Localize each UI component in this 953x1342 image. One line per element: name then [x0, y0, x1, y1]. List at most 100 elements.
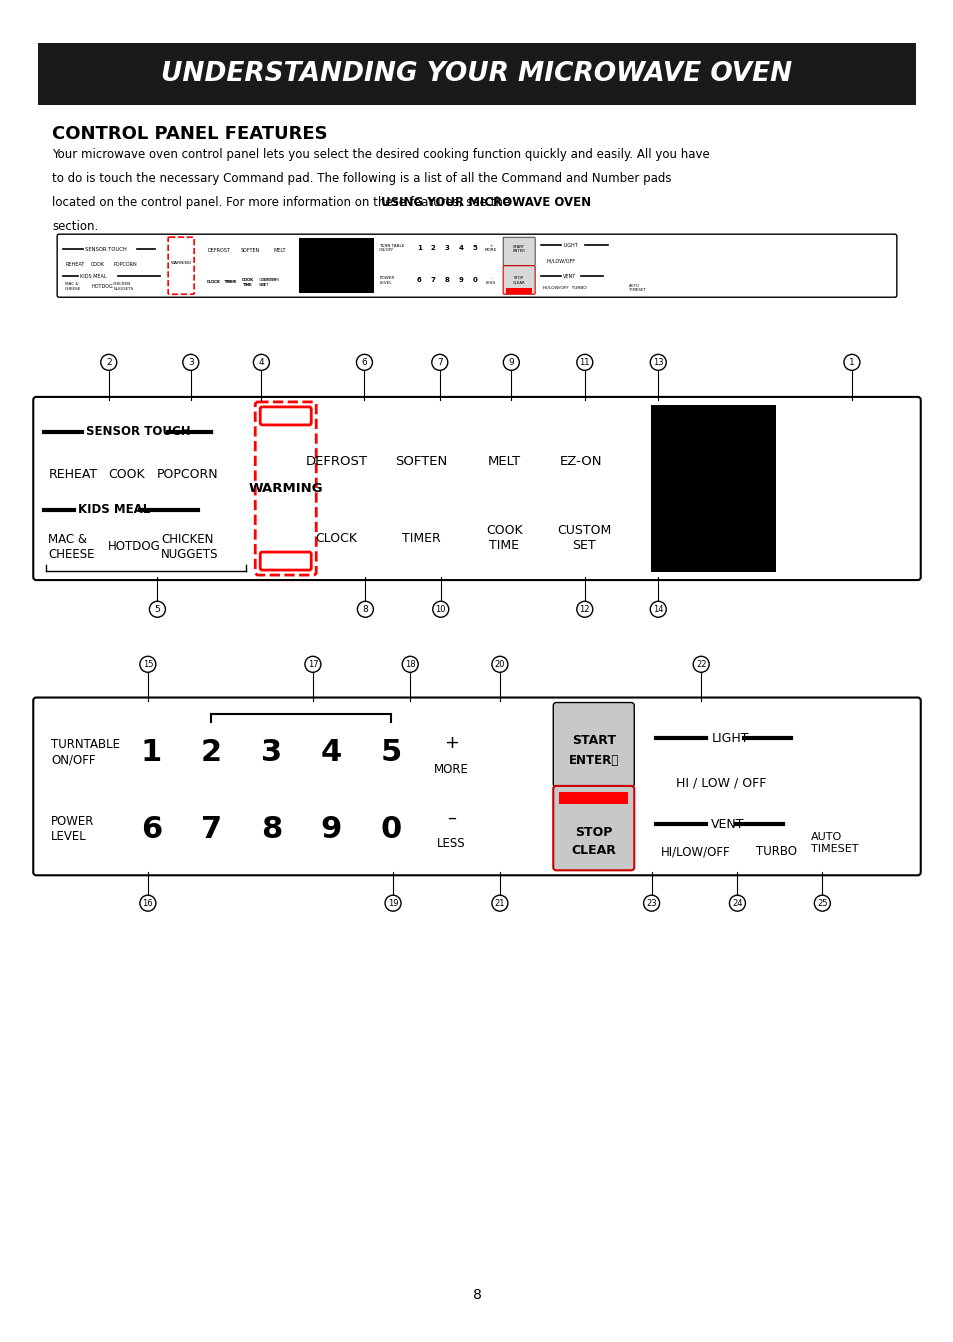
Text: –: –: [446, 808, 456, 827]
Text: 22: 22: [695, 660, 706, 668]
FancyBboxPatch shape: [553, 786, 634, 871]
Text: 9: 9: [320, 815, 341, 844]
Text: COOK: COOK: [91, 262, 105, 267]
Text: CONTROL PANEL FEATURES: CONTROL PANEL FEATURES: [52, 125, 328, 142]
Text: HOTDOG: HOTDOG: [91, 285, 112, 289]
Text: 18: 18: [404, 660, 416, 668]
Text: LIGHT: LIGHT: [562, 243, 578, 247]
Text: 8: 8: [472, 1288, 481, 1302]
FancyBboxPatch shape: [33, 397, 920, 580]
Text: 12: 12: [578, 605, 590, 613]
Text: COOK
TIME: COOK TIME: [485, 525, 522, 552]
Text: COOK
TIME: COOK TIME: [242, 278, 253, 287]
Text: section.: section.: [52, 220, 98, 234]
Text: 14: 14: [652, 605, 663, 613]
Text: TIMER: TIMER: [224, 280, 236, 285]
Text: HI / LOW / OFF: HI / LOW / OFF: [676, 777, 766, 789]
Bar: [38, 43, 915, 105]
Text: 23: 23: [645, 899, 657, 907]
Text: COOK
TIME: COOK TIME: [242, 278, 253, 287]
Text: EZ-ON: EZ-ON: [559, 455, 602, 468]
Bar: [651, 405, 776, 572]
Text: 1: 1: [848, 358, 854, 366]
Text: AUTO
TIMESET: AUTO TIMESET: [810, 832, 858, 854]
Text: KIDS MEAL: KIDS MEAL: [80, 274, 107, 279]
Text: SENSOR TOUCH: SENSOR TOUCH: [86, 425, 191, 439]
Text: 9: 9: [458, 278, 463, 283]
Text: LIGHT: LIGHT: [711, 731, 748, 745]
Bar: [506, 287, 532, 294]
Text: HOTDOG: HOTDOG: [108, 541, 161, 553]
FancyBboxPatch shape: [260, 552, 311, 570]
Text: CLEAR: CLEAR: [571, 844, 616, 856]
Text: 8: 8: [260, 815, 281, 844]
Text: located on the control panel. For more information on these features, see the: located on the control panel. For more i…: [52, 196, 514, 209]
Text: TURBO: TURBO: [756, 845, 797, 858]
Text: MELT: MELT: [487, 455, 520, 468]
Text: VENT: VENT: [711, 817, 744, 831]
Text: +
MORE: + MORE: [484, 244, 497, 252]
Bar: [299, 238, 374, 294]
Text: 6: 6: [140, 815, 162, 844]
Text: EZ-ON: EZ-ON: [306, 248, 321, 254]
Text: SOFTEN: SOFTEN: [240, 248, 259, 254]
Text: HI/LOW/OFF: HI/LOW/OFF: [545, 259, 575, 263]
Text: START
ENTER: START ENTER: [512, 244, 525, 254]
Text: 0: 0: [473, 278, 477, 283]
Text: 3: 3: [188, 358, 193, 366]
FancyBboxPatch shape: [33, 698, 920, 875]
Text: CLOCK: CLOCK: [207, 280, 221, 285]
Bar: [558, 792, 628, 804]
Text: LESS: LESS: [436, 836, 465, 849]
Text: 20: 20: [494, 660, 505, 668]
FancyBboxPatch shape: [255, 401, 316, 576]
Text: 1: 1: [140, 738, 162, 766]
Text: POPCORN: POPCORN: [156, 468, 217, 480]
Text: POPCORN: POPCORN: [113, 262, 136, 267]
Text: 25: 25: [816, 899, 827, 907]
Text: TIMER: TIMER: [401, 531, 440, 545]
Text: TURN TABLE
ON/OFF: TURN TABLE ON/OFF: [378, 244, 404, 252]
Text: HI/LOW/OFF: HI/LOW/OFF: [660, 845, 730, 858]
Text: CHICKEN
NUGGETS: CHICKEN NUGGETS: [161, 533, 218, 561]
Text: 8: 8: [444, 278, 449, 283]
Text: 11: 11: [578, 358, 590, 366]
Text: DEFROST: DEFROST: [207, 248, 230, 254]
Text: AUTO
TIMESET: AUTO TIMESET: [628, 285, 645, 293]
Text: 19: 19: [387, 899, 398, 907]
Text: 7: 7: [430, 278, 436, 283]
Text: CUSTOM
SET: CUSTOM SET: [557, 525, 611, 552]
Text: 4: 4: [458, 246, 463, 251]
Text: TURNTABLE
ON/OFF: TURNTABLE ON/OFF: [51, 738, 120, 766]
Text: 9: 9: [508, 358, 514, 366]
Text: 7: 7: [436, 358, 442, 366]
Text: DEFROST: DEFROST: [305, 455, 367, 468]
Text: ENTERⓣ: ENTERⓣ: [568, 754, 618, 766]
Text: 21: 21: [494, 899, 505, 907]
Text: CUSTOM
SET: CUSTOM SET: [259, 278, 276, 287]
Text: KIDS MEAL: KIDS MEAL: [78, 503, 151, 517]
Text: STOP
CLEAR: STOP CLEAR: [513, 276, 525, 285]
Text: 1: 1: [416, 246, 421, 251]
Text: COOK: COOK: [108, 468, 145, 480]
Text: 6: 6: [416, 278, 421, 283]
Text: to do is touch the necessary Command pad. The following is a list of all the Com: to do is touch the necessary Command pad…: [52, 172, 671, 185]
Text: 2: 2: [200, 738, 222, 766]
FancyBboxPatch shape: [502, 266, 535, 294]
Text: STOP: STOP: [575, 825, 612, 839]
Text: 5: 5: [154, 605, 160, 613]
Text: 2: 2: [106, 358, 112, 366]
Text: 5: 5: [473, 246, 477, 251]
Text: CHICKEN
NUGGETS: CHICKEN NUGGETS: [113, 282, 133, 291]
FancyBboxPatch shape: [168, 238, 194, 294]
Text: +: +: [443, 734, 458, 753]
FancyBboxPatch shape: [502, 238, 535, 266]
Text: MELT: MELT: [273, 248, 285, 254]
Text: 17: 17: [307, 660, 318, 668]
Text: UNDERSTANDING YOUR MICROWAVE OVEN: UNDERSTANDING YOUR MICROWAVE OVEN: [161, 60, 792, 87]
Text: 5: 5: [380, 738, 401, 766]
Text: 3: 3: [444, 246, 449, 251]
Text: REHEAT: REHEAT: [49, 468, 97, 480]
Text: 10: 10: [435, 605, 446, 613]
Text: SOFTEN: SOFTEN: [395, 455, 447, 468]
